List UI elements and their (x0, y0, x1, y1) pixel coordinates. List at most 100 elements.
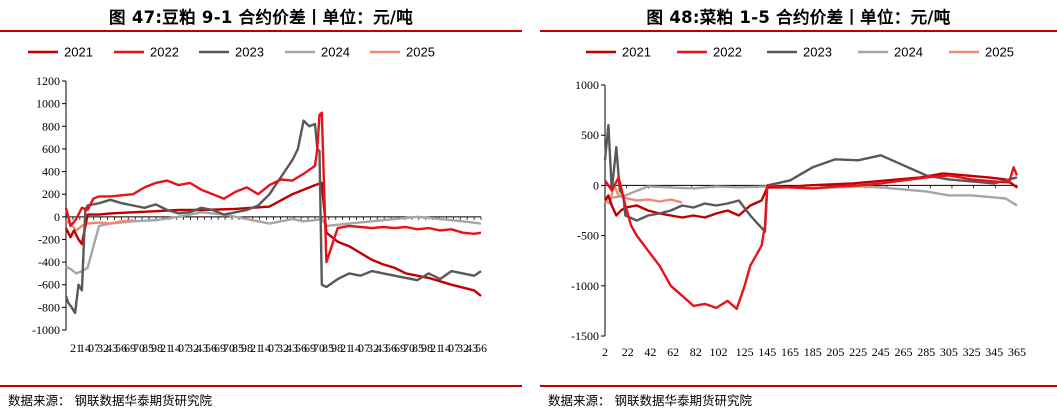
title-rule (540, 30, 1057, 32)
x-tick-label: 225 (849, 345, 867, 359)
x-tick-label-overlap: 70 (403, 341, 415, 355)
x-tick-label: 145 (758, 345, 776, 359)
x-tick-label-overlap: 98 (331, 341, 343, 355)
x-tick-label-overlap: 32 (187, 341, 199, 355)
x-tick-label-overlap: 70 (313, 341, 325, 355)
y-tick-label: 500 (581, 128, 599, 142)
y-tick-label: 1000 (36, 97, 60, 111)
x-tick-label-overlap: 14 (349, 341, 361, 355)
x-tick-label-overlap: 07 (268, 341, 280, 355)
legend-label-2022: 2022 (713, 45, 742, 60)
x-tick-label: 165 (781, 345, 799, 359)
x-tick-label: 305 (940, 345, 958, 359)
chart-title: 图 48:菜粕 1-5 合约价差丨单位：元/吨 (646, 8, 951, 27)
chart-panel-soymeal: 图 47:豆粕 9-1 合约价差丨单位：元/吨 2021 2022 2023 2024… (0, 0, 522, 412)
x-tick-label: 102 (709, 345, 727, 359)
series-line-2021 (64, 181, 482, 297)
x-tick-label-overlap: 85 (232, 341, 244, 355)
legend-label-2023: 2023 (235, 45, 264, 60)
x-tick-label-overlap: 14 (169, 341, 181, 355)
x-tick-label: 265 (895, 345, 913, 359)
x-tick-label: 185 (804, 345, 822, 359)
x-tick-label: 62 (667, 345, 679, 359)
x-tick-label-overlap: 70 (223, 341, 235, 355)
legend-label-2023: 2023 (803, 45, 832, 60)
x-tick-label: 22 (622, 345, 634, 359)
x-tick-label-overlap: 69 (304, 341, 316, 355)
chart-plot-rapeseed-meal: 2021 2022 2023 2024 2025 -1500 -1000 -500 0 500 10… (571, 45, 1026, 360)
y-tick-label: 400 (42, 165, 60, 179)
source-note: 数据来源： 钢联数据华泰期货研究院 (8, 393, 212, 408)
chart-panel-rapeseed-meal: 图 48:菜粕 1-5 合约价差丨单位：元/吨 2021 2022 2023 2024… (540, 0, 1057, 412)
x-tick-label-overlap: 98 (421, 341, 433, 355)
legend-label-2022: 2022 (150, 45, 179, 60)
x-tick-label-overlap: 98 (151, 341, 163, 355)
x-tick-label-overlap: 70 (133, 341, 145, 355)
x-tick-label-overlap: 85 (322, 341, 334, 355)
x-tick-label-overlap: 56 (475, 341, 487, 355)
x-tick-label-overlap: 21 (160, 341, 172, 355)
x-tick-label-overlap: 32 (367, 341, 379, 355)
title-rule (0, 30, 522, 32)
legend-label-2021: 2021 (622, 45, 651, 60)
x-tick-label-overlap: 43 (286, 341, 298, 355)
x-tick-label: 345 (985, 345, 1003, 359)
y-tick-label: 0 (54, 210, 60, 224)
y-tick-label: 1000 (575, 78, 599, 92)
y-tick-label: 800 (42, 119, 60, 133)
x-tick-label-overlap: 85 (142, 341, 154, 355)
x-tick-label-overlap: 98 (241, 341, 253, 355)
legend-label-2021: 2021 (64, 45, 93, 60)
x-tick-label: 2 (602, 345, 608, 359)
x-tick-label-overlap: 32 (457, 341, 469, 355)
x-tick-label-overlap: 69 (394, 341, 406, 355)
x-tick-label: 365 (1008, 345, 1026, 359)
x-tick-label-overlap: 14 (259, 341, 271, 355)
y-tick-label: -200 (38, 232, 60, 246)
x-tick-label-overlap: 69 (124, 341, 136, 355)
y-tick-label: -400 (38, 255, 60, 269)
x-tick-label-overlap: 14 (79, 341, 91, 355)
y-tick-label: -600 (38, 278, 60, 292)
x-tick-label: 245 (872, 345, 890, 359)
x-tick-label-overlap: 21 (340, 341, 352, 355)
x-tick-label: 125 (736, 345, 754, 359)
source-rule (540, 385, 1057, 387)
source-rule (0, 385, 522, 387)
legend-label-2024: 2024 (321, 45, 350, 60)
y-tick-label: -1000 (32, 323, 60, 337)
x-tick-label-overlap: 32 (97, 341, 109, 355)
y-tick-label: 0 (593, 178, 599, 192)
source-note: 数据来源： 钢联数据华泰期货研究院 (548, 393, 752, 408)
legend-label-2025: 2025 (985, 45, 1014, 60)
x-tick-label-overlap: 21 (250, 341, 262, 355)
x-tick-label-overlap: 43 (466, 341, 478, 355)
series-line-2022 (604, 166, 1019, 311)
series-line-2025 (65, 219, 134, 232)
y-tick-label: 1200 (36, 74, 60, 88)
x-tick-label: 285 (917, 345, 935, 359)
legend-label-2024: 2024 (894, 45, 923, 60)
x-tick-label-overlap: 69 (214, 341, 226, 355)
y-tick-label: 200 (42, 187, 60, 201)
chart-title: 图 47:豆粕 9-1 合约价差丨单位：元/吨 (108, 8, 414, 27)
x-tick-label-overlap: 07 (178, 341, 190, 355)
series-line-2024 (65, 211, 482, 275)
series-line-2022 (64, 111, 482, 264)
x-tick-label-overlap: 56 (115, 341, 127, 355)
y-tick-label: -500 (577, 229, 599, 243)
x-tick-label-overlap: 56 (385, 341, 397, 355)
y-tick-label: -1500 (571, 329, 599, 343)
x-tick-label-overlap: 07 (358, 341, 370, 355)
x-tick-label-overlap: 21 (70, 341, 82, 355)
y-tick-label: -1000 (571, 279, 599, 293)
x-tick-label-overlap: 56 (205, 341, 217, 355)
series-line-2023 (64, 119, 482, 315)
x-tick-label-overlap: 07 (448, 341, 460, 355)
x-tick-label: 42 (644, 345, 656, 359)
x-tick-label: 325 (963, 345, 981, 359)
series-line-2025 (604, 184, 683, 205)
x-tick-label-overlap: 21 (430, 341, 442, 355)
x-tick-label-overlap: 85 (412, 341, 424, 355)
x-tick-label-overlap: 43 (376, 341, 388, 355)
